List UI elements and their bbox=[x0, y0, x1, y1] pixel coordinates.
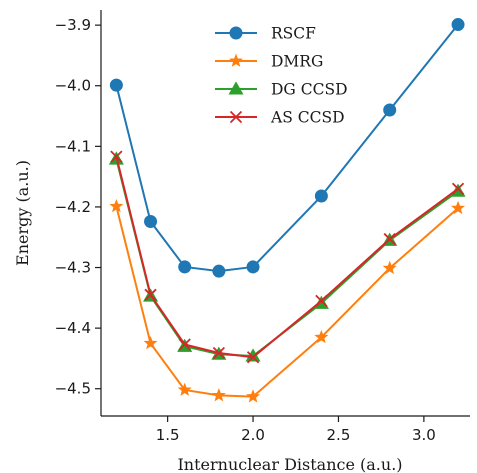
y-tick-label: −4.4 bbox=[55, 319, 91, 337]
data-point-as-ccsd bbox=[246, 351, 260, 364]
data-point-rscf bbox=[178, 260, 192, 274]
y-axis-label: Energy (a.u.) bbox=[13, 160, 32, 266]
series-dmrg bbox=[109, 199, 466, 403]
data-point-as-ccsd bbox=[383, 232, 396, 246]
legend-label-as-ccsd: AS CCSD bbox=[270, 109, 345, 127]
data-point-as-ccsd bbox=[212, 346, 226, 360]
legend: RSCF DMRG DG CCSD AS CCSD bbox=[215, 25, 348, 127]
x-tick-label: 2.5 bbox=[327, 426, 351, 444]
data-point-as-ccsd bbox=[144, 288, 157, 301]
y-tick-label: −4.0 bbox=[55, 77, 91, 95]
y-tick-label: −4.3 bbox=[55, 259, 91, 277]
legend-label-rscf: RSCF bbox=[271, 25, 316, 43]
legend-item-dmrg: DMRG bbox=[215, 53, 323, 71]
data-point-as-ccsd bbox=[110, 150, 123, 163]
legend-item-dg-ccsd: DG CCSD bbox=[215, 81, 348, 99]
data-point-rscf bbox=[144, 214, 158, 228]
series-as-ccsd bbox=[110, 150, 465, 364]
data-point-dmrg bbox=[177, 382, 192, 396]
data-point-dmrg bbox=[382, 260, 397, 275]
data-point-rscf bbox=[212, 264, 226, 278]
data-point-dmrg bbox=[211, 388, 226, 402]
legend-label-dg-ccsd: DG CCSD bbox=[271, 81, 348, 99]
data-point-dmrg bbox=[143, 335, 158, 350]
x-tick-label: 1.5 bbox=[156, 426, 180, 444]
data-point-rscf bbox=[246, 260, 260, 274]
data-point-dmrg bbox=[314, 329, 329, 344]
x-ticks: 1.5 2.0 2.5 3.0 bbox=[156, 416, 436, 444]
series-layer bbox=[108, 18, 466, 403]
legend-label-dmrg: DMRG bbox=[271, 53, 323, 71]
data-point-as-ccsd bbox=[315, 294, 328, 308]
legend-marker-dg-ccsd bbox=[228, 81, 244, 95]
legend-item-rscf: RSCF bbox=[215, 25, 316, 43]
data-point-as-ccsd bbox=[451, 182, 465, 195]
series-line-dg-ccsd bbox=[115, 158, 459, 358]
data-point-rscf bbox=[383, 103, 397, 117]
legend-marker-rscf bbox=[229, 26, 243, 40]
series-line-rscf bbox=[115, 23, 459, 273]
series-rscf bbox=[109, 18, 465, 278]
data-point-as-ccsd bbox=[178, 338, 191, 351]
legend-marker-dmrg bbox=[229, 53, 243, 67]
data-point-rscf bbox=[451, 18, 465, 32]
series-line-as-ccsd bbox=[115, 156, 459, 359]
data-point-dmrg bbox=[451, 200, 466, 215]
x-tick-label: 2.0 bbox=[241, 426, 265, 444]
y-tick-label: −4.2 bbox=[55, 198, 91, 216]
x-tick-label: 3.0 bbox=[412, 426, 436, 444]
axes bbox=[100, 10, 470, 417]
series-line-dmrg bbox=[115, 206, 459, 398]
y-tick-label: −3.9 bbox=[55, 16, 91, 34]
data-point-rscf bbox=[314, 189, 328, 203]
x-axis-label: Internuclear Distance (a.u.) bbox=[177, 455, 402, 473]
legend-marker-as-ccsd bbox=[229, 110, 243, 124]
legend-item-as-ccsd: AS CCSD bbox=[215, 109, 345, 127]
y-tick-label: −4.5 bbox=[55, 380, 91, 398]
y-tick-label: −4.1 bbox=[55, 137, 91, 155]
data-point-dmrg bbox=[109, 199, 124, 213]
y-ticks: −3.9 −4.0 −4.1 −4.2 −4.3 −4.4 −4.5 bbox=[55, 16, 101, 398]
data-point-rscf bbox=[109, 78, 123, 92]
data-point-dmrg bbox=[246, 389, 261, 403]
